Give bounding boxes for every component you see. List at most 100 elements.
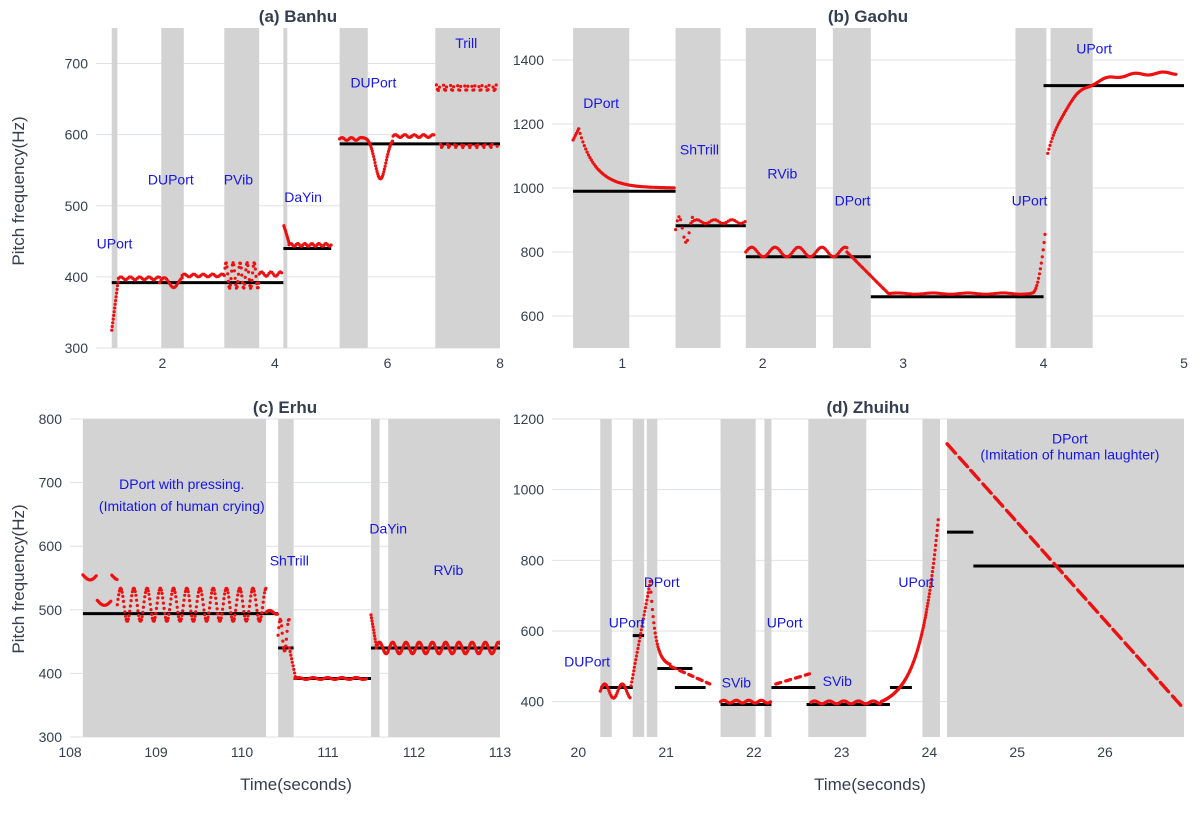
pitch-point — [221, 602, 225, 606]
pitch-point — [700, 678, 704, 683]
pitch-point — [148, 602, 152, 606]
pitch-point — [219, 616, 223, 620]
pitch-point — [168, 608, 172, 612]
pitch-point — [451, 88, 455, 92]
pitch-point — [437, 85, 442, 89]
pitch-point — [213, 592, 217, 596]
pitch-point — [456, 84, 460, 88]
pitch-point — [632, 665, 637, 669]
pitch-point — [372, 631, 376, 635]
pitch-point — [285, 629, 289, 633]
pitch-point — [227, 595, 231, 599]
pitch-point — [156, 596, 160, 600]
pitch-point — [652, 621, 656, 625]
pitch-point — [226, 279, 230, 283]
pitch-point — [470, 84, 474, 88]
pitch-point — [798, 675, 803, 679]
pitch-point — [687, 231, 691, 235]
pitch-point — [1036, 280, 1040, 284]
pitch-point — [168, 602, 172, 606]
pitch-point — [114, 295, 118, 299]
pitch-point — [226, 272, 230, 276]
shaded-region — [435, 28, 500, 348]
chart-panel-3: (c) Erhu 300 400 500 600 700 800 108 109 110 111 11… — [39, 398, 512, 760]
pitch-point — [289, 653, 293, 657]
pitch-point — [638, 635, 642, 640]
pitch-point — [186, 590, 190, 594]
pitch-point — [176, 281, 180, 285]
pitch-point — [110, 324, 114, 329]
pitch-point — [135, 598, 139, 602]
shaded-region — [745, 28, 817, 348]
shaded-region — [278, 419, 294, 737]
pitch-point — [234, 608, 238, 613]
pitch-point — [252, 589, 256, 593]
technique-annotation: SVib — [823, 673, 853, 689]
pitch-point — [645, 598, 649, 602]
pitch-point — [934, 538, 938, 543]
pitch-point — [1119, 637, 1123, 641]
x-tick-label: 20 — [571, 744, 587, 760]
technique-annotation: DUPort — [350, 75, 396, 91]
chart-panel-2: (b) Gaohu 600 800 1000 1200 1400 1 2 3 4 5 DPort ShT… — [513, 7, 1188, 371]
pitch-point — [258, 618, 262, 622]
pitch-point — [487, 83, 491, 87]
pitch-point — [382, 167, 386, 171]
y-tick-label: 500 — [65, 198, 89, 214]
chart-title: (c) Erhu — [253, 398, 317, 417]
pitch-point — [206, 615, 210, 619]
pitch-point — [977, 478, 981, 482]
pitch-point — [579, 136, 584, 140]
pitch-point — [114, 299, 118, 303]
pitch-point — [202, 608, 206, 612]
pitch-point — [932, 557, 936, 561]
pitch-point — [205, 618, 209, 622]
pitch-point — [200, 593, 204, 597]
pitch-point — [153, 615, 157, 620]
pitch-point — [160, 591, 164, 596]
pitch-point — [1055, 125, 1059, 129]
pitch-point — [650, 599, 654, 604]
pitch-point — [254, 603, 258, 607]
y-tick-label: 1200 — [513, 116, 544, 132]
pitch-point — [369, 616, 374, 620]
pitch-point — [643, 609, 647, 613]
x-tick-label: 112 — [403, 744, 426, 760]
pitch-point — [142, 600, 146, 604]
y-tick-label: 1000 — [513, 180, 544, 196]
pitch-point — [1035, 283, 1039, 288]
pitch-point — [930, 570, 935, 574]
pitch-point — [214, 601, 218, 606]
pitch-point — [1143, 663, 1147, 667]
pitch-point — [201, 603, 205, 607]
pitch-point — [284, 644, 288, 648]
x-tick-label: 26 — [1097, 744, 1113, 760]
pitch-point — [287, 646, 291, 650]
pitch-point — [117, 593, 121, 597]
pitch-point — [279, 619, 283, 623]
pitch-point — [929, 581, 933, 585]
pitch-point — [648, 583, 652, 587]
pitch-point — [275, 612, 279, 616]
pitch-point — [1013, 518, 1017, 522]
pitch-point — [926, 598, 931, 602]
pitch-point — [1108, 624, 1112, 628]
shaded-region — [224, 28, 260, 348]
pitch-point — [588, 156, 592, 160]
pitch-point — [933, 548, 937, 552]
shaded-region — [808, 419, 867, 737]
pitch-point — [480, 84, 484, 88]
pitch-point — [210, 591, 214, 595]
pitch-point — [249, 284, 253, 288]
pitch-point — [181, 603, 185, 608]
pitch-point — [372, 628, 376, 632]
pitch-point — [179, 617, 183, 621]
x-tick-label: 108 — [58, 744, 82, 760]
pitch-point — [260, 611, 264, 615]
pitch-point — [642, 613, 646, 617]
pitch-point — [146, 589, 150, 593]
y-tick-label: 400 — [521, 694, 545, 710]
pitch-point — [649, 590, 653, 594]
pitch-point — [1179, 703, 1183, 708]
pitch-point — [924, 610, 928, 614]
